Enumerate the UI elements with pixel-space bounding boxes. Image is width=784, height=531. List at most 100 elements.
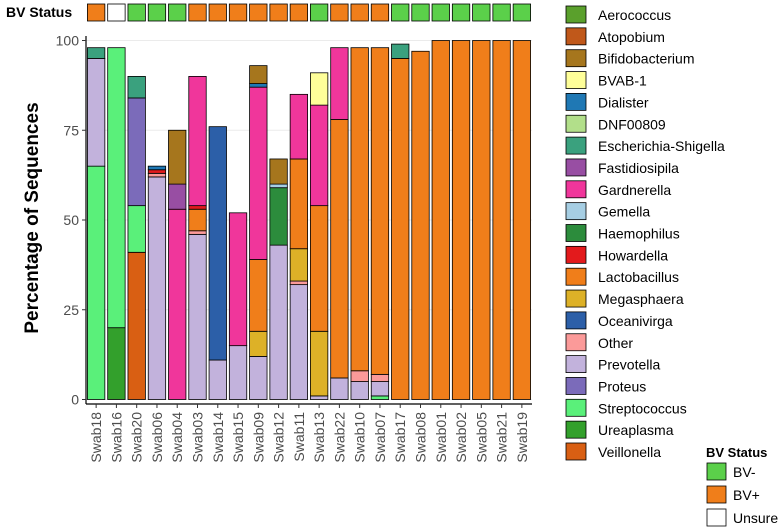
bv-status-strip [87,3,531,22]
bar-swab11-megasphaera [289,248,308,282]
bar-swab13-prevotella [310,395,329,400]
bv-status-legend-label-unsure: Unsure [733,510,778,526]
bar-swab09-gardnerella [249,86,268,260]
bar-swab17-lactobacillus [391,58,410,400]
legend-label-megasphaera: Megasphaera [598,291,684,307]
bar-swab14-prevotella [208,359,227,400]
bar-stack-swab09 [249,65,268,400]
bv-status-swab11 [289,3,308,22]
bar-swab09-prevotella [249,356,268,400]
bar-swab07-lactobacillus [370,47,390,375]
bv-status-legend-label-bv: BV- [733,464,756,480]
bar-swab06-prevotella [147,176,167,400]
bar-swab15-gardnerella [228,212,248,347]
bar-stack-swab20 [127,76,146,400]
bv-status-swab05 [472,3,491,22]
legend-swatch-escherichia-shigella [565,136,587,155]
bar-swab22-gardnerella [330,47,349,120]
bv-status-title: BV Status [6,4,72,20]
bar-swab06-howardella [147,169,167,174]
legend-swatch-gardnerella [565,180,587,199]
bar-stack-swab16 [107,47,126,400]
bar-swab11-gardnerella [289,93,308,160]
bv-status-swab16 [107,3,126,22]
bars [87,40,531,400]
bar-swab09-dialister [249,83,268,88]
legend-label-bifidobacterium: Bifidobacterium [598,51,695,67]
bar-swab13-megasphaera [310,330,329,397]
bar-swab10-other [350,370,369,382]
bv-status-swab14 [208,3,227,22]
bar-swab11-prevotella [289,284,308,400]
bar-swab19-lactobacillus [512,40,531,400]
x-tick-label-swab11: Swab11 [291,412,307,462]
bar-swab03-other [188,230,207,235]
legend-genus: Aerococcus Atopobium Bifidobacterium BVAB-1… [565,5,725,461]
legend-swatch-megasphaera [565,289,587,308]
bar-swab13-lactobacillus [310,205,329,332]
bv-status-legend-title: BV Status [706,445,767,460]
bv-status-swab13 [310,3,329,22]
bar-swab15-prevotella [228,345,248,400]
bar-swab12-prevotella [269,244,288,400]
x-tick-label-swab05: Swab05 [473,412,489,463]
bar-stack-swab06 [147,165,167,400]
bar-swab03-lactobacillus [188,208,207,232]
bv-status-swab03 [188,3,207,22]
bar-swab03-prevotella [188,233,207,400]
bar-swab17-escherichia-shigella [391,43,410,59]
legend-swatch-veillonella [565,442,587,461]
legend-swatch-fastidiosipila [565,158,587,177]
bar-swab09-lactobacillus [249,259,268,332]
legend-bv-status: BV Status BV- BV+ Unsure [706,445,778,527]
bar-swab21-lactobacillus [492,40,511,400]
bar-stack-swab02 [451,40,471,400]
x-tick-label-swab10: Swab10 [352,412,368,463]
legend-label-howardella: Howardella [598,247,668,263]
bar-swab22-lactobacillus [330,119,349,379]
x-axis: Swab18 Swab16 Swab20 Swab06 Swab04 Swab03 Swab… [86,403,532,463]
bv-status-swab22 [330,3,349,22]
legend-label-dnf00809: DNF00809 [598,116,666,132]
bv-status-swab19 [512,3,531,22]
bar-swab20-streptococcus [127,205,146,253]
bar-swab12-haemophilus [269,187,288,246]
x-tick-label-swab16: Swab16 [108,412,124,463]
bar-swab22-prevotella [330,377,349,400]
x-tick-label-swab07: Swab07 [372,412,388,463]
bar-swab18-prevotella [87,58,106,167]
legend-label-fastidiosipila: Fastidiosipila [598,160,679,176]
bar-swab14-oceanivirga [208,126,227,361]
y-tick-label-75: 75 [63,122,79,138]
legend-label-haemophilus: Haemophilus [598,226,680,242]
x-tick-label-swab22: Swab22 [331,412,347,463]
bar-stack-swab14 [208,126,227,400]
bv-status-legend-swatch-bv [706,485,727,504]
bar-swab16-streptococcus [107,47,126,329]
bar-swab13-bvab-1 [310,72,329,106]
y-tick-label-25: 25 [63,302,79,318]
x-tick-label-swab14: Swab14 [210,412,226,463]
bar-stack-swab18 [87,47,106,400]
bar-swab06-dialister [147,165,167,171]
bar-swab18-escherichia-shigella [87,47,106,59]
bar-stack-swab11 [289,93,308,400]
x-tick-label-swab08: Swab08 [413,412,429,463]
x-tick-label-swab13: Swab13 [311,412,327,463]
bar-swab04-fastidiosipila [168,183,187,210]
bar-swab09-bifidobacterium [249,65,268,84]
bar-swab11-lactobacillus [289,158,308,250]
x-tick-label-swab17: Swab17 [392,412,408,463]
legend-swatch-ureaplasma [565,420,587,439]
bar-stack-swab17 [391,43,410,400]
bar-swab05-lactobacillus [472,40,491,400]
bar-swab20-escherichia-shigella [127,76,146,99]
bv-status-swab02 [451,3,471,22]
legend-swatch-dnf00809 [565,114,587,133]
bv-status-swab06 [147,3,167,22]
bar-stack-swab12 [269,158,288,400]
bv-status-swab20 [127,3,146,22]
y-axis: 0 25 50 75 100 [56,33,87,408]
bar-stack-swab05 [472,40,491,400]
